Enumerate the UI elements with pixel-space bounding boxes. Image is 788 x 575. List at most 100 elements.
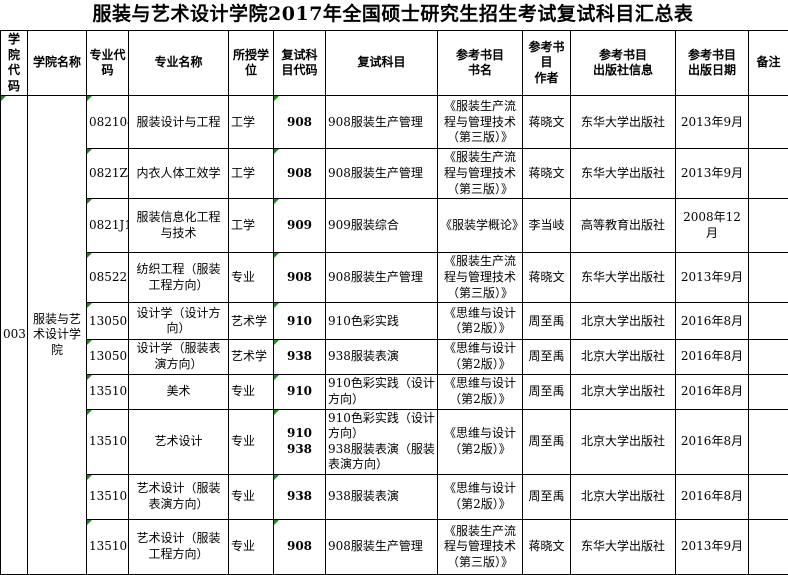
cell-subject-code: 938 — [274, 340, 326, 374]
major-code-value: 0821Z1 — [89, 166, 129, 180]
excel-error-indicator-icon — [274, 253, 279, 258]
cell-subject: 910色彩实践 — [326, 303, 438, 340]
cell-subject-code: 910 — [274, 374, 326, 409]
major-code-value: 085220 — [89, 270, 129, 284]
table-row: 085220 纺织工程（服装工程方向） 专业 908 908服装生产管理 《服装… — [1, 253, 788, 303]
cell-subject: 938服装表演 — [326, 474, 438, 519]
cell-remark — [749, 519, 788, 574]
cell-major-name: 内衣人体工效学 — [129, 149, 229, 199]
cell-book-title: 《服装生产流程与管理技术（第三版）》 — [438, 253, 523, 303]
excel-error-indicator-icon — [274, 303, 279, 308]
excel-error-indicator-icon — [274, 340, 279, 345]
cell-subject: 908服装生产管理 — [326, 96, 438, 149]
cell-pub-date: 2016年8月 — [676, 340, 749, 374]
page-title: 服装与艺术设计学院2017年全国硕士研究生招生考试复试科目汇总表 — [0, 0, 786, 30]
col-header-remark: 备注 — [749, 31, 788, 96]
cell-pub-date: 2013年9月 — [676, 519, 749, 574]
cell-degree: 工学 — [229, 149, 274, 199]
cell-subject: 909服装综合 — [326, 199, 438, 253]
cell-remark — [749, 303, 788, 340]
cell-major-code: 135108 — [87, 519, 129, 574]
cell-subject-code: 909 — [274, 199, 326, 253]
reexam-subjects-table: 学院 代码 学院名称 专业代 码 专业名称 所授学 位 复试科 目代码 复试科目… — [0, 30, 788, 575]
major-code-value: 135108 — [89, 434, 129, 448]
cell-major-code: 085220 — [87, 253, 129, 303]
cell-degree: 工学 — [229, 199, 274, 253]
cell-book-title: 《思维与设计（第2版）》 — [438, 474, 523, 519]
major-code-value: 135108 — [89, 539, 129, 553]
excel-error-indicator-icon — [87, 149, 92, 154]
cell-major-code: 135108 — [87, 474, 129, 519]
cell-degree: 专业 — [229, 519, 274, 574]
subject-code-value: 938 — [287, 349, 312, 363]
cell-college-code: 003 — [1, 96, 28, 575]
excel-error-indicator-icon — [87, 410, 92, 415]
excel-error-indicator-icon — [274, 149, 279, 154]
col-header-college-code: 学院 代码 — [1, 31, 28, 96]
col-header-major-code: 专业代 码 — [87, 31, 129, 96]
cell-subject-code: 910 — [274, 303, 326, 340]
cell-book-author: 周至禹 — [523, 474, 571, 519]
excel-error-indicator-icon — [87, 96, 92, 101]
subject-code-value: 908 — [287, 270, 312, 284]
col-header-college-name: 学院名称 — [28, 31, 87, 96]
cell-publisher: 北京大学出版社 — [571, 474, 676, 519]
excel-error-indicator-icon — [274, 520, 279, 525]
cell-degree: 艺术学 — [229, 340, 274, 374]
cell-degree: 专业 — [229, 409, 274, 474]
cell-subject-code: 910 938 — [274, 409, 326, 474]
cell-book-author: 周至禹 — [523, 374, 571, 409]
cell-subject: 910色彩实践（设计方向） 938服装表演（服装表演方向） — [326, 409, 438, 474]
cell-book-author: 周至禹 — [523, 303, 571, 340]
table-row: 135108 艺术设计（服装工程方向） 专业 908 908服装生产管理 《服装… — [1, 519, 788, 574]
major-code-value: 135107 — [89, 384, 129, 398]
excel-error-indicator-icon — [87, 475, 92, 480]
cell-book-author: 周至禹 — [523, 409, 571, 474]
table-row: 0821Z1 内衣人体工效学 工学 908 908服装生产管理 《服装生产流程与… — [1, 149, 788, 199]
cell-publisher: 北京大学出版社 — [571, 340, 676, 374]
cell-major-code: 0821J1 — [87, 199, 129, 253]
excel-error-indicator-icon — [87, 340, 92, 345]
cell-major-code: 130500 — [87, 340, 129, 374]
cell-degree: 工学 — [229, 96, 274, 149]
cell-remark — [749, 374, 788, 409]
cell-pub-date: 2013年9月 — [676, 96, 749, 149]
college-code-value: 003 — [3, 327, 26, 341]
cell-major-name: 设计学（设计方向） — [129, 303, 229, 340]
cell-degree: 专业 — [229, 474, 274, 519]
cell-degree: 专业 — [229, 253, 274, 303]
subject-code-value: 938 — [287, 489, 312, 503]
cell-major-code: 082104 — [87, 96, 129, 149]
col-header-major-name: 专业名称 — [129, 31, 229, 96]
cell-major-name: 纺织工程（服装工程方向） — [129, 253, 229, 303]
cell-major-name: 美术 — [129, 374, 229, 409]
cell-book-author: 周至禹 — [523, 340, 571, 374]
cell-remark — [749, 96, 788, 149]
cell-remark — [749, 199, 788, 253]
excel-error-indicator-icon — [274, 475, 279, 480]
excel-error-indicator-icon — [274, 96, 279, 101]
excel-error-indicator-icon — [274, 410, 279, 415]
excel-error-indicator-icon — [274, 199, 279, 204]
cell-book-title: 《思维与设计（第2版）》 — [438, 374, 523, 409]
cell-subject: 910色彩实践（设计方向） — [326, 374, 438, 409]
cell-book-title: 《思维与设计（第2版）》 — [438, 340, 523, 374]
cell-subject: 938服装表演 — [326, 340, 438, 374]
cell-remark — [749, 149, 788, 199]
cell-publisher: 高等教育出版社 — [571, 199, 676, 253]
cell-major-code: 135108 — [87, 409, 129, 474]
table-row: 130500 设计学（设计方向） 艺术学 910 910色彩实践 《思维与设计（… — [1, 303, 788, 340]
cell-book-title: 《服装生产流程与管理技术（第三版）》 — [438, 519, 523, 574]
cell-major-name: 艺术设计（服装工程方向） — [129, 519, 229, 574]
cell-publisher: 北京大学出版社 — [571, 374, 676, 409]
cell-pub-date: 2016年8月 — [676, 374, 749, 409]
col-header-subject-code: 复试科 目代码 — [274, 31, 326, 96]
cell-book-author: 蒋晓文 — [523, 96, 571, 149]
cell-publisher: 北京大学出版社 — [571, 303, 676, 340]
table-row: 135108 艺术设计 专业 910 938 910色彩实践（设计方向） 938… — [1, 409, 788, 474]
cell-major-name: 设计学（服装表演方向） — [129, 340, 229, 374]
cell-subject-code: 908 — [274, 253, 326, 303]
table-row: 0821J1 服装信息化工程与技术 工学 909 909服装综合 《服装学概论》… — [1, 199, 788, 253]
col-header-book-author: 参考书目 作者 — [523, 31, 571, 96]
